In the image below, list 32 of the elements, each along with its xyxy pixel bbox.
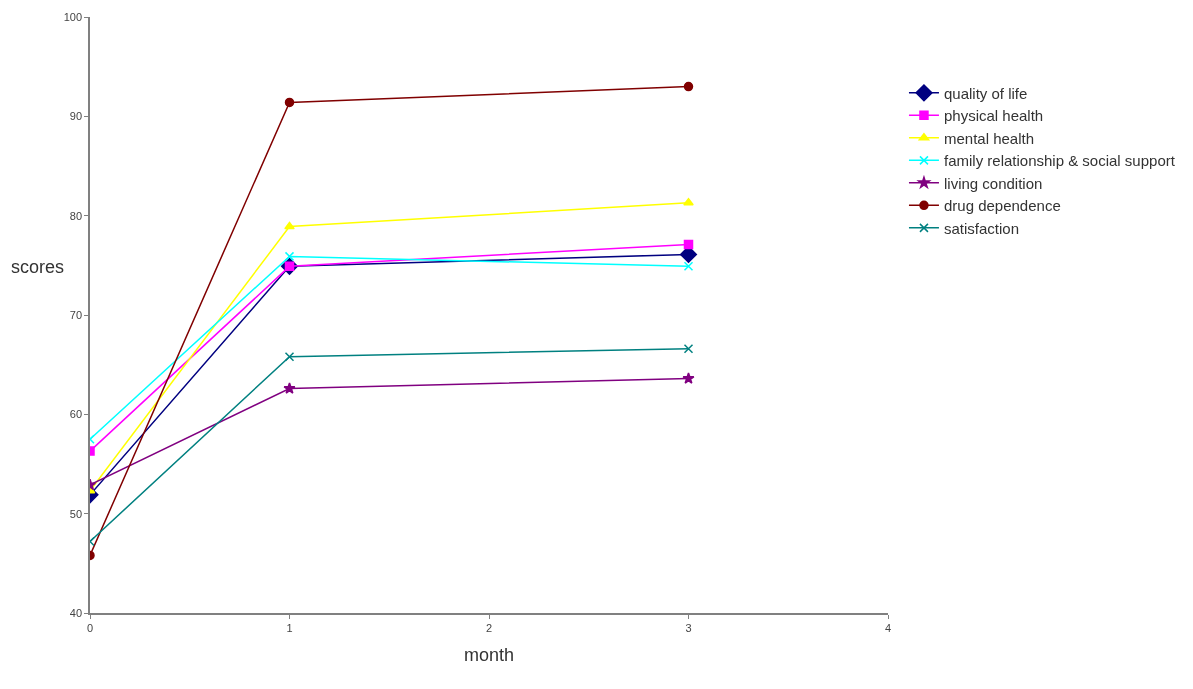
point — [683, 198, 694, 206]
point — [683, 344, 694, 354]
point — [683, 239, 694, 250]
legend-label: quality of life — [943, 84, 1028, 102]
y-tick-label: 90 — [69, 110, 83, 123]
y-tick-label: 80 — [69, 209, 83, 222]
legend-label: drug dependence — [943, 197, 1061, 215]
point — [683, 261, 694, 272]
point — [283, 382, 296, 394]
point — [683, 81, 694, 92]
y-tick-label: 40 — [69, 606, 83, 619]
y-tick-label: 100 — [63, 10, 83, 23]
legend-label: living condition — [943, 174, 1043, 192]
y-axis-title: scores — [11, 257, 65, 277]
legend-label: family relationship & social support — [943, 152, 1176, 170]
y-tick-label: 70 — [69, 308, 83, 321]
point — [682, 372, 695, 384]
point — [284, 97, 295, 108]
point — [284, 351, 295, 362]
x-tick-label: 1 — [286, 621, 293, 634]
legend-label: mental health — [943, 129, 1035, 147]
legend-label: satisfaction — [943, 219, 1020, 237]
y-tick-label: 50 — [69, 507, 83, 520]
point — [284, 251, 295, 262]
x-tick-label: 2 — [485, 621, 493, 634]
y-tick-label: 60 — [69, 408, 83, 421]
x-tick-label: 0 — [86, 621, 94, 634]
legend-label: physical health — [943, 107, 1044, 125]
point — [284, 221, 295, 230]
x-tick-label: 3 — [685, 621, 692, 634]
x-tick-label: 4 — [884, 621, 892, 634]
x-axis-title: month — [463, 644, 515, 665]
